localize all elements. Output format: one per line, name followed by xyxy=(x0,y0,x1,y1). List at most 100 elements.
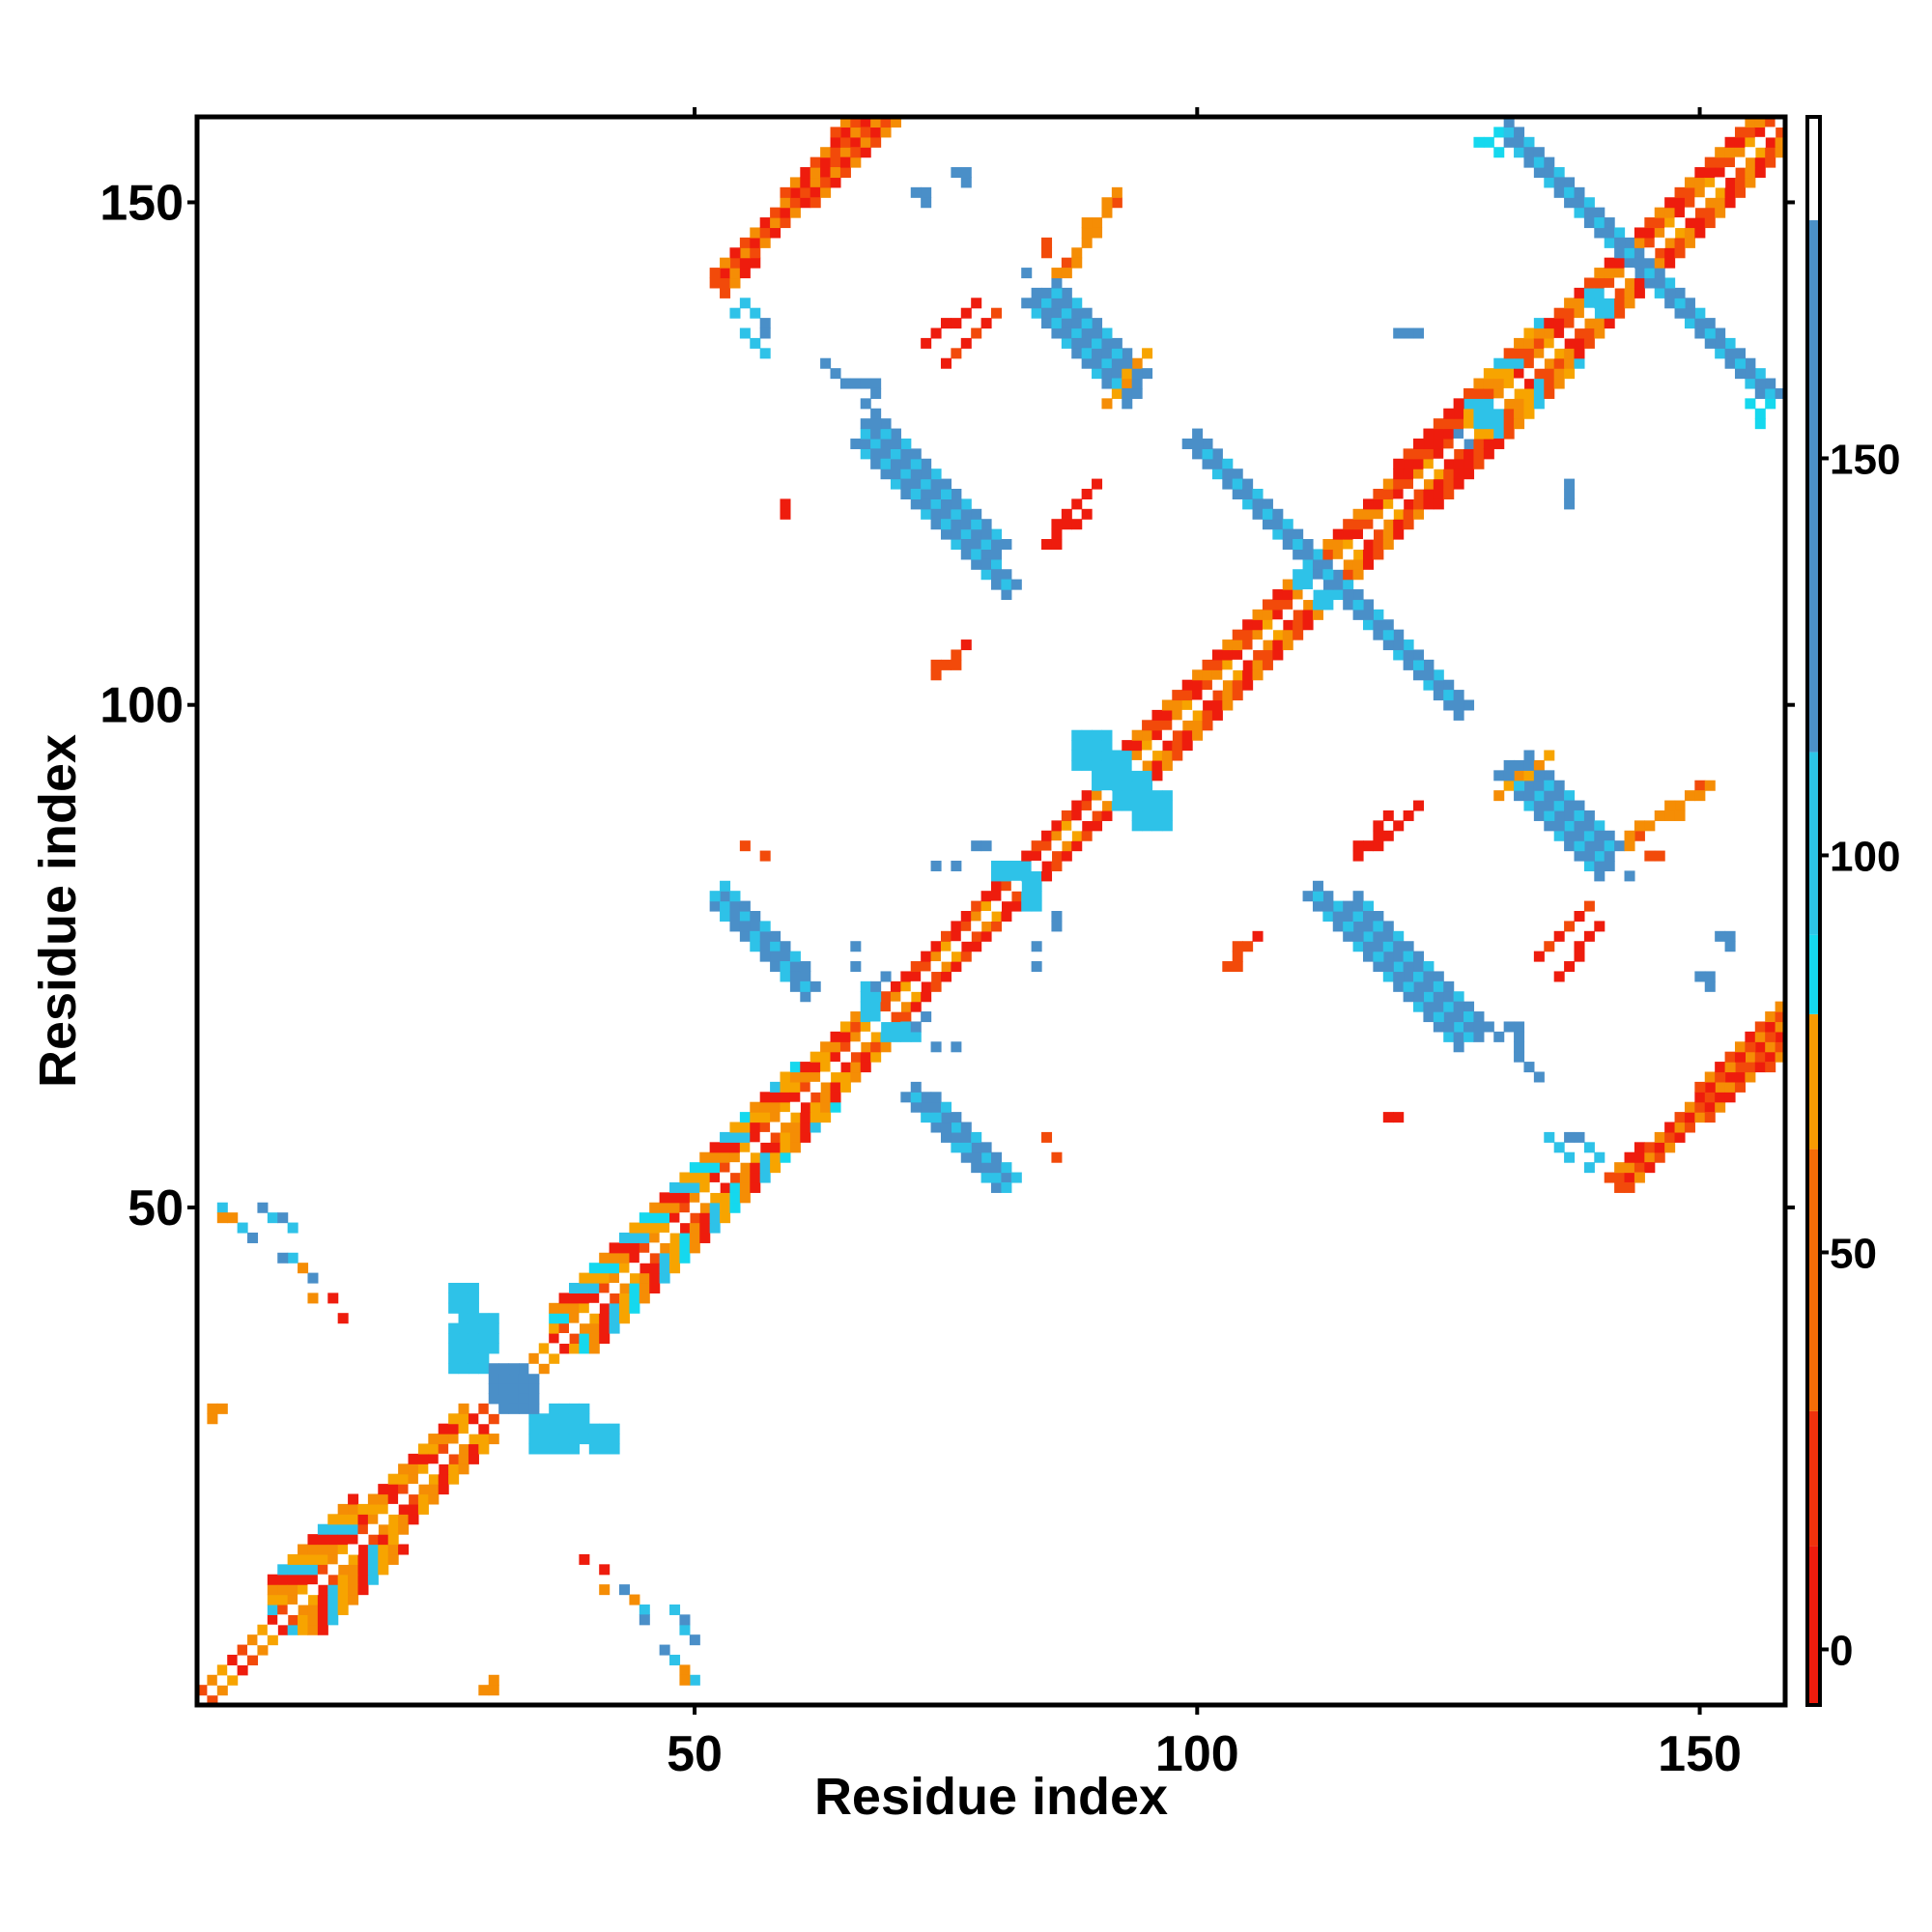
contact-cell xyxy=(940,971,952,982)
contact-cell xyxy=(951,860,962,871)
contact-cell xyxy=(1544,750,1555,761)
contact-cell xyxy=(1122,368,1133,380)
contact-cell xyxy=(417,1453,429,1464)
contact-cell xyxy=(1715,1092,1726,1103)
contact-cell xyxy=(679,1232,691,1243)
contact-cell xyxy=(1413,800,1425,811)
contact-cell xyxy=(277,1252,289,1264)
contact-cell xyxy=(528,1373,540,1384)
contact-cell xyxy=(1624,277,1635,289)
contact-cell xyxy=(538,1443,550,1455)
contact-cell xyxy=(267,1634,278,1646)
contact-cell xyxy=(780,961,791,973)
contact-cell xyxy=(277,1604,289,1615)
contact-cell xyxy=(1724,186,1736,198)
contact-cell xyxy=(709,277,721,289)
contact-cell xyxy=(1594,921,1605,932)
contact-cell xyxy=(1745,127,1756,138)
contact-cell xyxy=(709,891,721,902)
contact-cell xyxy=(991,569,1003,581)
contact-cell xyxy=(468,1313,479,1324)
contact-cell xyxy=(780,1131,791,1143)
contact-cell xyxy=(1453,418,1464,430)
contact-cell xyxy=(367,1564,379,1576)
contact-cell xyxy=(1574,327,1585,339)
contact-cell xyxy=(870,1011,882,1023)
contact-cell xyxy=(951,1142,962,1153)
contact-cell xyxy=(1433,458,1444,469)
contact-cell xyxy=(1553,348,1565,359)
contact-cell xyxy=(980,558,992,570)
contact-cell xyxy=(1433,418,1444,430)
contact-cell xyxy=(1071,307,1083,319)
contact-cell xyxy=(438,1473,449,1485)
contact-cell xyxy=(478,1443,490,1455)
contact-cell xyxy=(980,318,992,329)
contact-cell xyxy=(307,1614,319,1626)
contact-cell xyxy=(639,1604,650,1615)
contact-cell xyxy=(1031,287,1042,298)
contact-cell xyxy=(789,1062,801,1073)
contact-cell xyxy=(1754,1051,1766,1063)
contact-cell xyxy=(980,911,992,923)
contact-cell xyxy=(1473,398,1485,410)
contact-cell xyxy=(1473,448,1485,460)
contact-cell xyxy=(357,1514,369,1525)
contact-cell xyxy=(287,1252,298,1264)
contact-cell xyxy=(1433,980,1444,992)
contact-cell xyxy=(1161,709,1173,721)
contact-cell xyxy=(327,1293,339,1304)
contact-cell xyxy=(1423,961,1435,973)
contact-cell xyxy=(1111,800,1122,811)
contact-cell xyxy=(1293,528,1304,540)
contact-cell xyxy=(1523,750,1535,761)
contact-cell xyxy=(1362,609,1374,620)
contact-cell xyxy=(1583,277,1595,289)
contact-cell xyxy=(1382,921,1394,932)
contact-cell xyxy=(1252,629,1264,640)
contact-cell xyxy=(739,268,751,279)
contact-cell xyxy=(458,1322,469,1334)
contact-cell xyxy=(1051,850,1063,862)
contact-cell xyxy=(1071,257,1083,269)
contact-cell xyxy=(1503,368,1515,380)
contact-cell xyxy=(438,1484,449,1495)
contact-cell xyxy=(1724,156,1736,168)
contact-cell xyxy=(1403,478,1414,490)
contact-cell xyxy=(1322,539,1334,551)
contact-cell xyxy=(1745,398,1756,410)
contact-cell xyxy=(839,147,851,158)
contact-cell xyxy=(639,1252,650,1264)
contact-cell xyxy=(1181,720,1193,731)
contact-cell xyxy=(1111,368,1122,380)
contact-cell xyxy=(1302,619,1314,631)
contact-cell xyxy=(1523,357,1535,369)
contact-cell xyxy=(971,1131,982,1143)
contact-cell xyxy=(1604,840,1615,852)
contact-cell xyxy=(1664,217,1676,229)
contact-cell xyxy=(750,1162,761,1174)
contact-cell xyxy=(1704,1081,1716,1093)
contact-cell xyxy=(1765,1051,1776,1063)
contact-cell xyxy=(1463,398,1475,410)
contact-cell xyxy=(1765,127,1776,138)
contact-cell xyxy=(327,1614,339,1626)
contact-cell xyxy=(1262,619,1273,631)
contact-cell xyxy=(568,1313,580,1324)
contact-cell xyxy=(579,1313,590,1324)
contact-cell xyxy=(951,921,962,932)
contact-cell xyxy=(1302,569,1314,581)
contact-cell xyxy=(1051,307,1063,319)
contact-cell xyxy=(458,1352,469,1364)
contact-cell xyxy=(750,1122,761,1133)
contact-cell xyxy=(1674,800,1686,811)
contact-cell xyxy=(649,1242,661,1254)
contact-cell xyxy=(1704,186,1716,198)
contact-cell xyxy=(1463,1011,1475,1023)
contact-cell xyxy=(900,980,912,992)
contact-cell xyxy=(357,1534,369,1546)
contact-cell xyxy=(820,147,832,158)
contact-cell xyxy=(1382,519,1394,530)
contact-cell xyxy=(770,1081,781,1093)
contact-cell xyxy=(789,1131,801,1143)
